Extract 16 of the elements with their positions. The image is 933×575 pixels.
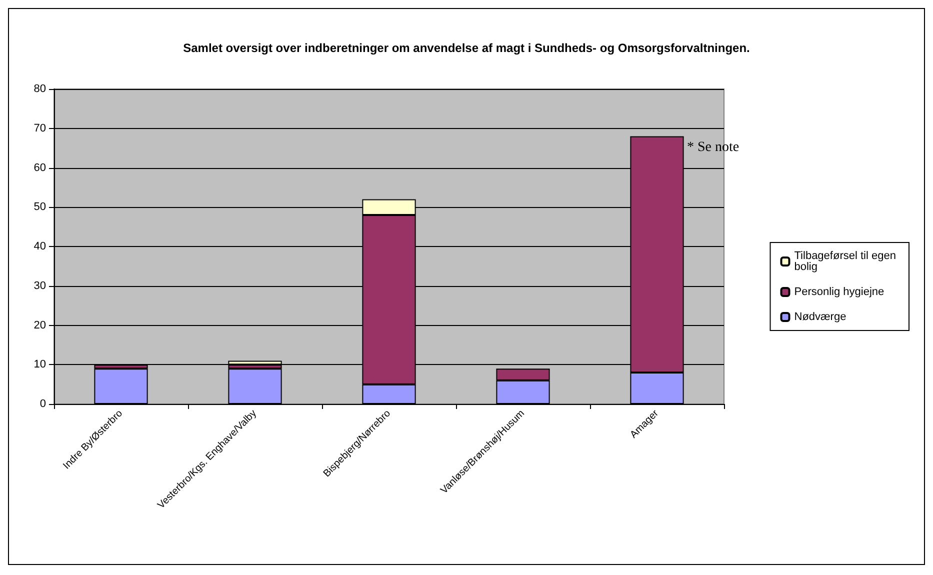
y-tick-label: 70 — [34, 122, 46, 134]
bar — [228, 368, 282, 404]
chart-title: Samlet oversigt over indberetninger om anvendelse af magt i Sundheds- og Omsorgsforvaltningen. — [183, 41, 750, 55]
bar — [94, 368, 148, 404]
y-tick-label: 20 — [34, 319, 46, 332]
y-tick-label: 0 — [40, 398, 46, 410]
y-tick-label: 40 — [34, 240, 46, 252]
y-tick-label: 60 — [34, 162, 46, 174]
y-tick-label: 50 — [34, 201, 46, 214]
y-tick-label: 80 — [34, 83, 46, 95]
y-tick-label: 30 — [34, 280, 46, 292]
legend-label: Tilbageførsel til egen bolig — [794, 250, 900, 273]
legend-label: Personlig hygiejne — [794, 286, 884, 298]
annotation: * Se note — [687, 140, 740, 155]
y-tick-label: 10 — [34, 358, 46, 371]
legend-label: Nødværge — [794, 311, 846, 323]
